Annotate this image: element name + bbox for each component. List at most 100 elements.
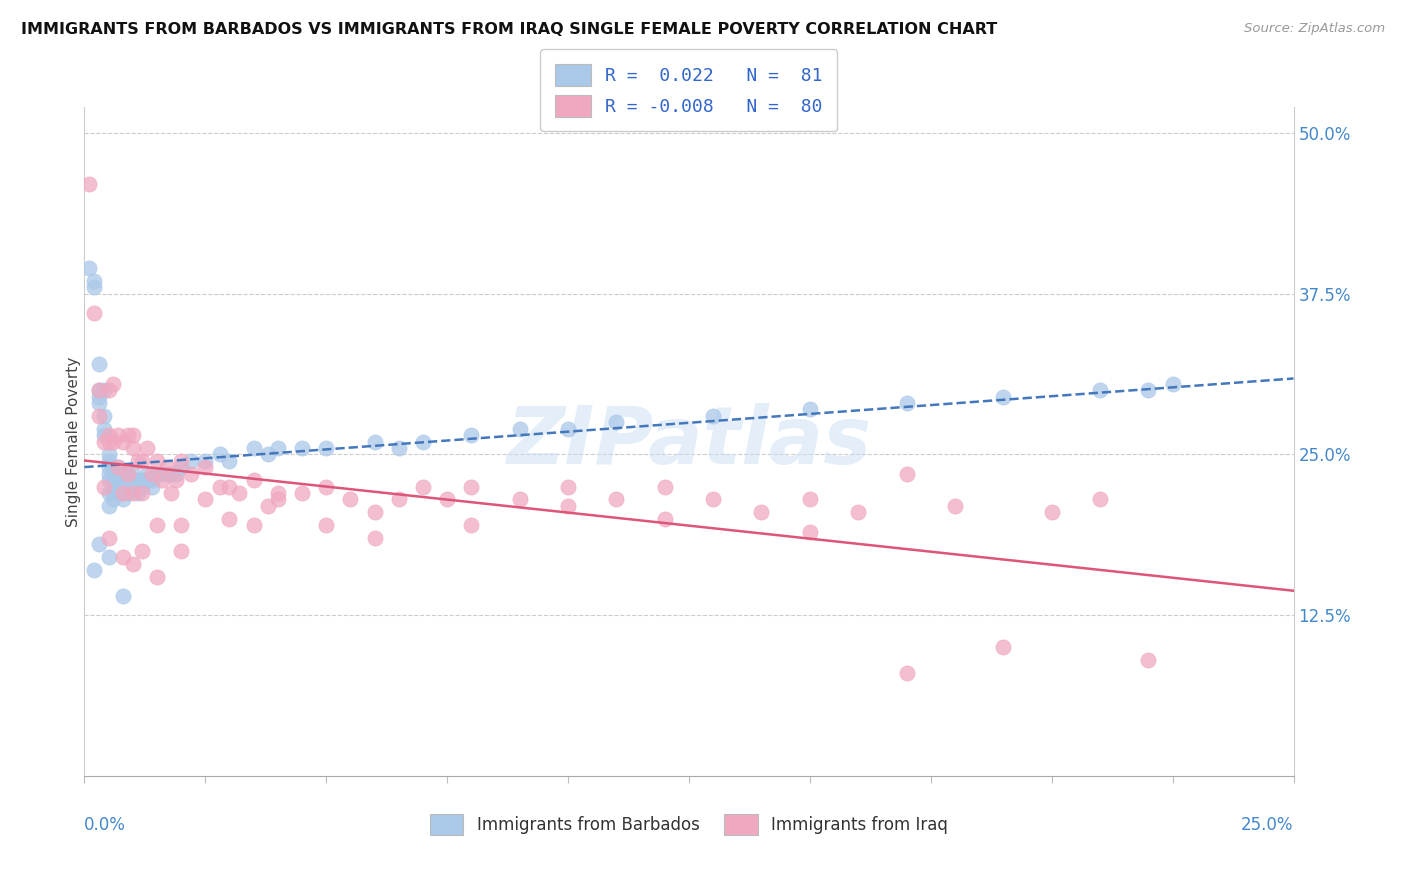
Point <box>146 518 169 533</box>
Point <box>112 486 135 500</box>
Point <box>799 492 821 507</box>
Point <box>83 274 105 288</box>
Point <box>83 306 105 320</box>
Point <box>1137 383 1160 397</box>
Point <box>141 473 163 487</box>
Point <box>242 441 264 455</box>
Point <box>363 531 385 545</box>
Point <box>388 441 411 455</box>
Text: Source: ZipAtlas.com: Source: ZipAtlas.com <box>1244 22 1385 36</box>
Text: IMMIGRANTS FROM BARBADOS VS IMMIGRANTS FROM IRAQ SINGLE FEMALE POVERTY CORRELATI: IMMIGRANTS FROM BARBADOS VS IMMIGRANTS F… <box>21 22 997 37</box>
Point <box>257 499 280 513</box>
Point <box>121 486 143 500</box>
Point <box>993 390 1015 404</box>
Point <box>218 512 240 526</box>
Point <box>112 589 135 603</box>
Point <box>77 178 100 192</box>
Text: 0.0%: 0.0% <box>84 816 127 834</box>
Point <box>557 422 579 436</box>
Legend: Immigrants from Barbados, Immigrants from Iraq: Immigrants from Barbados, Immigrants fro… <box>423 807 955 841</box>
Point <box>107 486 129 500</box>
Point <box>131 544 153 558</box>
Point <box>194 460 217 475</box>
Point <box>103 460 125 475</box>
Point <box>87 390 110 404</box>
Point <box>97 460 120 475</box>
Point <box>267 441 290 455</box>
Y-axis label: Single Female Poverty: Single Female Poverty <box>66 357 80 526</box>
Point <box>131 473 153 487</box>
Point <box>93 479 115 493</box>
Point <box>97 473 120 487</box>
Point <box>93 383 115 397</box>
Point <box>993 640 1015 655</box>
Point <box>87 537 110 551</box>
Point <box>127 479 149 493</box>
Point <box>131 486 153 500</box>
Point <box>117 473 139 487</box>
Point <box>121 479 143 493</box>
Point <box>97 531 120 545</box>
Text: ZIPatlas: ZIPatlas <box>506 402 872 481</box>
Point <box>127 473 149 487</box>
Point <box>117 486 139 500</box>
Point <box>557 479 579 493</box>
Point <box>412 434 434 449</box>
Point <box>121 557 143 571</box>
Point <box>127 454 149 468</box>
Point <box>127 486 149 500</box>
Point <box>87 396 110 410</box>
Point <box>1161 376 1184 391</box>
Point <box>136 441 159 455</box>
Point <box>799 402 821 417</box>
Point <box>107 460 129 475</box>
Point <box>170 518 193 533</box>
Point <box>112 473 135 487</box>
Point <box>165 467 187 481</box>
Point <box>218 454 240 468</box>
Point <box>77 260 100 275</box>
Point <box>1040 505 1063 519</box>
Point <box>97 454 120 468</box>
Point <box>654 512 676 526</box>
Point <box>436 492 458 507</box>
Point <box>112 434 135 449</box>
Point <box>97 434 120 449</box>
Point <box>194 454 217 468</box>
Point <box>97 467 120 481</box>
Point <box>170 454 193 468</box>
Point <box>1137 653 1160 667</box>
Point <box>87 383 110 397</box>
Text: 25.0%: 25.0% <box>1241 816 1294 834</box>
Point <box>141 467 163 481</box>
Point <box>83 280 105 294</box>
Point <box>87 409 110 423</box>
Point <box>1088 492 1111 507</box>
Point <box>93 422 115 436</box>
Point <box>117 467 139 481</box>
Point <box>141 479 163 493</box>
Point <box>117 428 139 442</box>
Point <box>702 492 724 507</box>
Point <box>412 479 434 493</box>
Point <box>150 467 173 481</box>
Point <box>194 492 217 507</box>
Point <box>208 447 231 461</box>
Point <box>103 376 125 391</box>
Point <box>155 467 177 481</box>
Point <box>146 467 169 481</box>
Point <box>117 467 139 481</box>
Point <box>257 447 280 461</box>
Point <box>605 415 627 429</box>
Point <box>121 467 143 481</box>
Point <box>943 499 966 513</box>
Point <box>103 434 125 449</box>
Point <box>83 563 105 577</box>
Point <box>208 479 231 493</box>
Point <box>165 473 187 487</box>
Point <box>121 473 143 487</box>
Point <box>107 479 129 493</box>
Point <box>170 544 193 558</box>
Point <box>654 479 676 493</box>
Point <box>896 396 918 410</box>
